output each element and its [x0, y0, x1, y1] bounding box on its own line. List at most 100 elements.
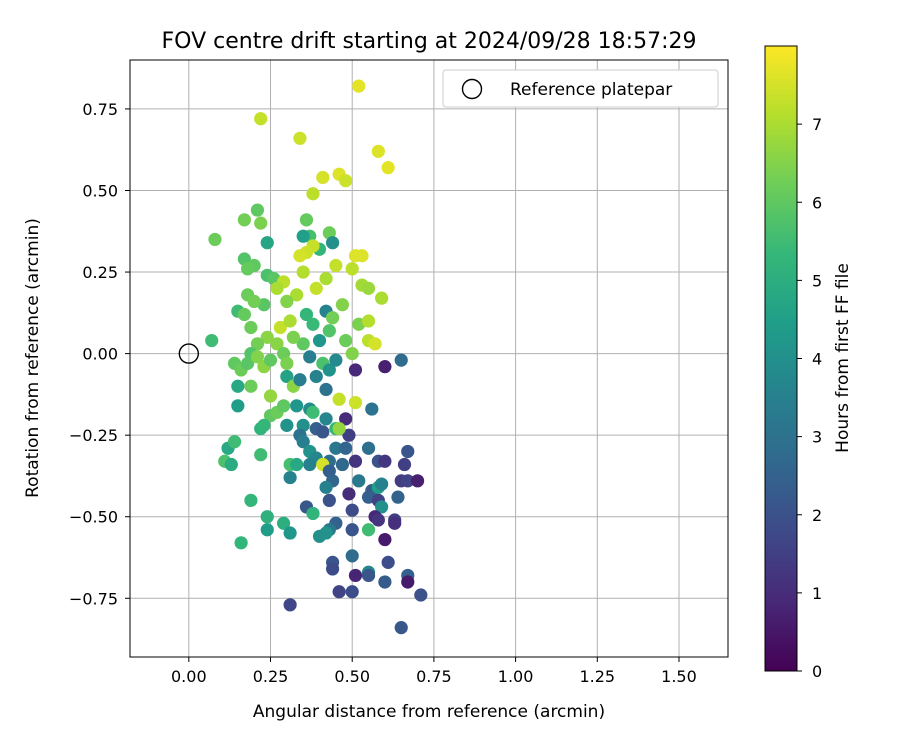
scatter-point [250, 203, 265, 217]
scatter-point [345, 347, 359, 361]
scatter-point [293, 131, 307, 145]
scatter-point [397, 457, 412, 472]
scatter-point [361, 568, 376, 583]
y-tick-label: −0.50 [69, 508, 118, 527]
colorbar-label: Hours from first FF file [833, 263, 853, 453]
scatter-point [247, 294, 261, 309]
scatter-point [378, 575, 392, 589]
scatter-point [306, 405, 320, 419]
scatter-point [280, 294, 294, 309]
scatter-point [348, 363, 363, 377]
scatter-point [283, 598, 297, 612]
scatter-point [401, 575, 415, 589]
scatter-point [345, 503, 359, 517]
scatter-point [244, 320, 258, 335]
scatter-point [394, 621, 408, 635]
colorbar-ticks: 0 1 2 3 4 5 6 7 [797, 115, 822, 681]
y-tick-label: 0.75 [82, 100, 118, 119]
scatter-point [231, 399, 245, 413]
scatter-point [260, 236, 274, 250]
scatter-point [276, 399, 291, 413]
scatter-point [355, 249, 369, 263]
legend-box [442, 69, 719, 108]
scatter-point [329, 441, 343, 455]
scatter-point [280, 369, 294, 384]
y-tick-label: 0.50 [82, 181, 118, 200]
y-axis-ticks: −0.75 −0.50 −0.25 0.00 0.25 0.50 0.75 [69, 100, 130, 608]
y-tick-label: 0.00 [82, 345, 118, 364]
scatter-point [322, 363, 336, 377]
x-axis-ticks: 0.00 0.25 0.50 0.75 1.00 1.25 1.50 [171, 657, 697, 686]
scatter-point [280, 356, 294, 370]
scatter-point [361, 523, 376, 537]
scatter-point [410, 474, 425, 488]
scatter-point [316, 425, 330, 439]
scatter-point [319, 412, 333, 426]
scatter-point [342, 487, 356, 501]
scatter-point [322, 493, 336, 508]
scatter-point [345, 523, 359, 537]
x-tick-label: 1.00 [498, 667, 534, 686]
scatter-point [273, 320, 287, 335]
scatter-point [332, 422, 346, 436]
plot-frame [129, 59, 729, 658]
x-tick-label: 0.50 [334, 667, 370, 686]
scatter-point [283, 470, 297, 485]
legend: Reference platepar [442, 69, 719, 108]
scatter-point [342, 428, 356, 442]
scatter-point [332, 392, 346, 406]
scatter-point [290, 457, 304, 472]
colorbar [764, 45, 798, 672]
scatter-point [339, 333, 353, 348]
x-axis-label: Angular distance from reference (arcmin) [253, 702, 605, 722]
scatter-point [319, 480, 333, 494]
scatter-point [401, 474, 415, 488]
scatter-point [381, 555, 395, 569]
scatter-point [319, 271, 333, 286]
colorbar-tick-label: 6 [812, 193, 822, 212]
x-tick-label: 0.00 [171, 667, 207, 686]
scatter-point [348, 568, 363, 583]
scatter-point [335, 457, 350, 472]
scatter-point [263, 353, 278, 367]
scatter-point [263, 389, 278, 403]
colorbar-tick-label: 1 [812, 584, 822, 603]
scatter-point [309, 369, 323, 384]
x-tick-label: 1.50 [661, 667, 697, 686]
colorbar-tick-label: 5 [812, 271, 822, 290]
scatter-point [371, 513, 385, 527]
scatter-point [280, 418, 294, 432]
scatter-point [244, 493, 258, 508]
colorbar-tick-label: 7 [812, 115, 822, 134]
scatter-point [296, 337, 310, 351]
scatter-point [375, 291, 389, 305]
scatter-point [306, 506, 320, 521]
scatter-point [345, 549, 359, 563]
scatter-point [234, 536, 248, 550]
scatter-point [250, 337, 265, 351]
scatter-point [322, 324, 336, 338]
plot-area [130, 60, 728, 657]
scatter-point [381, 161, 395, 175]
colorbar-tick-label: 3 [812, 428, 822, 447]
scatter-point [378, 360, 392, 374]
scatter-point [290, 288, 304, 302]
scatter-point [332, 585, 346, 599]
scatter-point [352, 79, 366, 93]
x-tick-label: 0.25 [253, 667, 289, 686]
x-tick-label: 0.75 [416, 667, 452, 686]
scatter-point [306, 187, 320, 201]
scatter-point [361, 281, 376, 295]
scatter-point [254, 112, 268, 126]
scatter-point [276, 516, 291, 530]
grid [130, 60, 728, 657]
scatter-point [296, 435, 310, 449]
scatter-point [375, 477, 389, 491]
scatter-point [319, 382, 333, 397]
x-tick-label: 1.25 [579, 667, 615, 686]
scatter-point [260, 523, 274, 537]
y-axis-label: Rotation from reference (arcmin) [23, 218, 43, 498]
scatter-point [231, 379, 245, 393]
scatter-point [244, 379, 258, 393]
